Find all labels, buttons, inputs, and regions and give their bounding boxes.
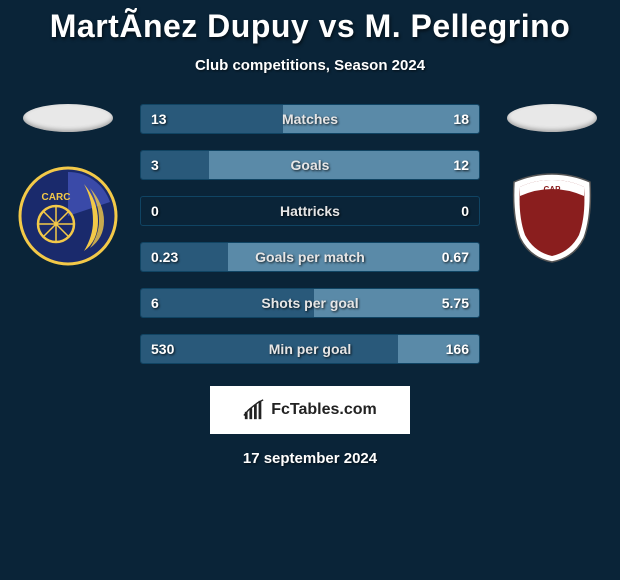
comparison-bars: 1318Matches 312Goals 00Hattricks 0.230.67Go… bbox=[140, 104, 480, 364]
bar-row: 65.75Shots per goal bbox=[140, 288, 480, 318]
page-title: MartÃnez Dupuy vs M. Pellegrino bbox=[0, 8, 620, 45]
chart-icon bbox=[243, 399, 265, 421]
club-logo-left: CARC bbox=[18, 166, 118, 266]
club-logo-right: CAP bbox=[502, 166, 602, 266]
watermark: FcTables.com bbox=[210, 386, 410, 434]
bar-row: 1318Matches bbox=[140, 104, 480, 134]
svg-text:CAP: CAP bbox=[544, 185, 562, 194]
bar-label: Goals per match bbox=[141, 243, 479, 271]
avatar-placeholder-left bbox=[23, 104, 113, 132]
bar-row: 530166Min per goal bbox=[140, 334, 480, 364]
bar-label: Goals bbox=[141, 151, 479, 179]
main-row: CARC 1318Matches 312Goals 00Hattricks 0.230… bbox=[0, 104, 620, 364]
watermark-text: FcTables.com bbox=[271, 401, 377, 419]
left-side: CARC bbox=[8, 104, 128, 266]
bar-label: Min per goal bbox=[141, 335, 479, 363]
right-side: CAP bbox=[492, 104, 612, 266]
subtitle: Club competitions, Season 2024 bbox=[0, 57, 620, 74]
bar-label: Hattricks bbox=[141, 197, 479, 225]
avatar-placeholder-right bbox=[507, 104, 597, 132]
bar-row: 00Hattricks bbox=[140, 196, 480, 226]
bar-row: 0.230.67Goals per match bbox=[140, 242, 480, 272]
bar-label: Matches bbox=[141, 105, 479, 133]
bar-label: Shots per goal bbox=[141, 289, 479, 317]
svg-text:CARC: CARC bbox=[42, 192, 71, 203]
date-text: 17 september 2024 bbox=[0, 450, 620, 467]
content: MartÃnez Dupuy vs M. Pellegrino Club com… bbox=[0, 0, 620, 580]
bar-row: 312Goals bbox=[140, 150, 480, 180]
